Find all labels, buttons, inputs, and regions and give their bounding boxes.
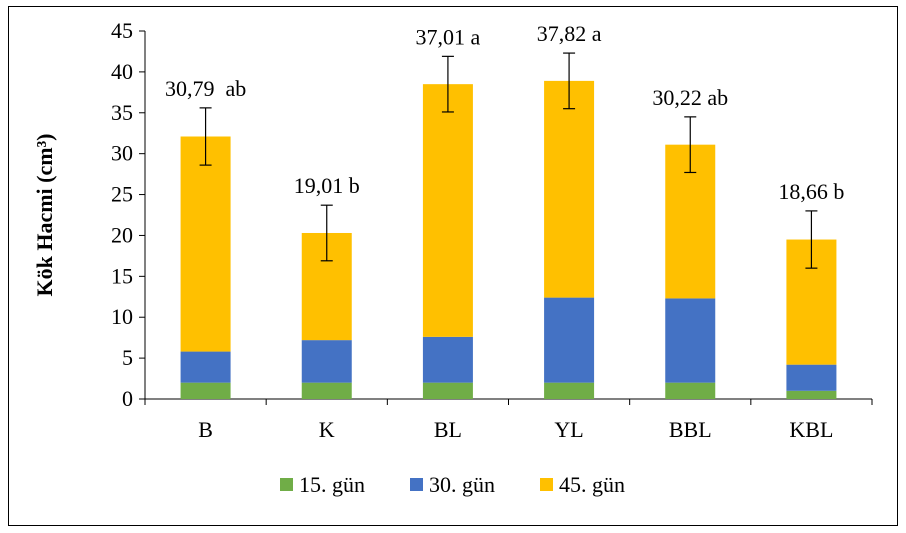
y-tick-label: 45 [111, 18, 133, 43]
bar-annotation: 30,22 ab [652, 85, 728, 110]
bar-annotation: 19,01 b [294, 173, 360, 198]
legend-label: 15. gün [299, 472, 365, 497]
bar-annotations: 30,79 ab 19,01 b 37,01 a 37,82 a 30,22 ab 18,… [165, 21, 844, 204]
y-tick-label: 15 [111, 263, 133, 288]
x-tick-label: BL [434, 417, 462, 442]
x-tick-label: KBL [789, 417, 833, 442]
y-tick-label: 0 [122, 386, 133, 411]
x-tick-label: BBL [669, 417, 712, 442]
bar-segment [665, 382, 716, 399]
bar-segment [786, 364, 837, 391]
x-tick-label: YL [554, 417, 583, 442]
y-tick-label: 10 [111, 304, 133, 329]
y-tick-label: 40 [111, 59, 133, 84]
bars [180, 80, 837, 399]
y-tick-label: 30 [111, 141, 133, 166]
legend-swatch [540, 478, 553, 491]
bar-segment [544, 297, 595, 383]
bar-segment [422, 336, 473, 383]
legend-swatch [410, 478, 423, 491]
bar-annotation: 37,01 a [416, 24, 481, 49]
error-bars [199, 52, 818, 269]
bar-annotation: 18,66 b [778, 179, 844, 204]
y-tick-label: 35 [111, 100, 133, 125]
bar-segment [180, 136, 231, 352]
bar-segment [180, 382, 231, 399]
bar-segment [301, 382, 352, 399]
bar-annotation: 37,82 a [537, 21, 602, 46]
x-tick-label: K [319, 417, 335, 442]
legend: 15. gün 30. gün 45. gün [280, 472, 625, 497]
legend-label: 45. gün [559, 472, 625, 497]
legend-swatch [280, 478, 293, 491]
bar-segment [544, 80, 595, 298]
legend-label: 30. gün [429, 472, 495, 497]
bar-segment [665, 298, 716, 383]
y-axis-label: Kök Hacmi (cm³) [32, 133, 57, 296]
bar-annotation: 30,79 ab [165, 76, 246, 101]
x-tick-label: B [198, 417, 213, 442]
bar-segment [301, 340, 352, 383]
bar-segment [544, 382, 595, 399]
y-tick-label: 5 [122, 345, 133, 370]
bar-segment [180, 351, 231, 383]
bar-segment [422, 382, 473, 399]
bar-segment [786, 390, 837, 399]
y-tick-label: 20 [111, 222, 133, 247]
bar-segment [422, 84, 473, 337]
y-tick-label: 25 [111, 182, 133, 207]
